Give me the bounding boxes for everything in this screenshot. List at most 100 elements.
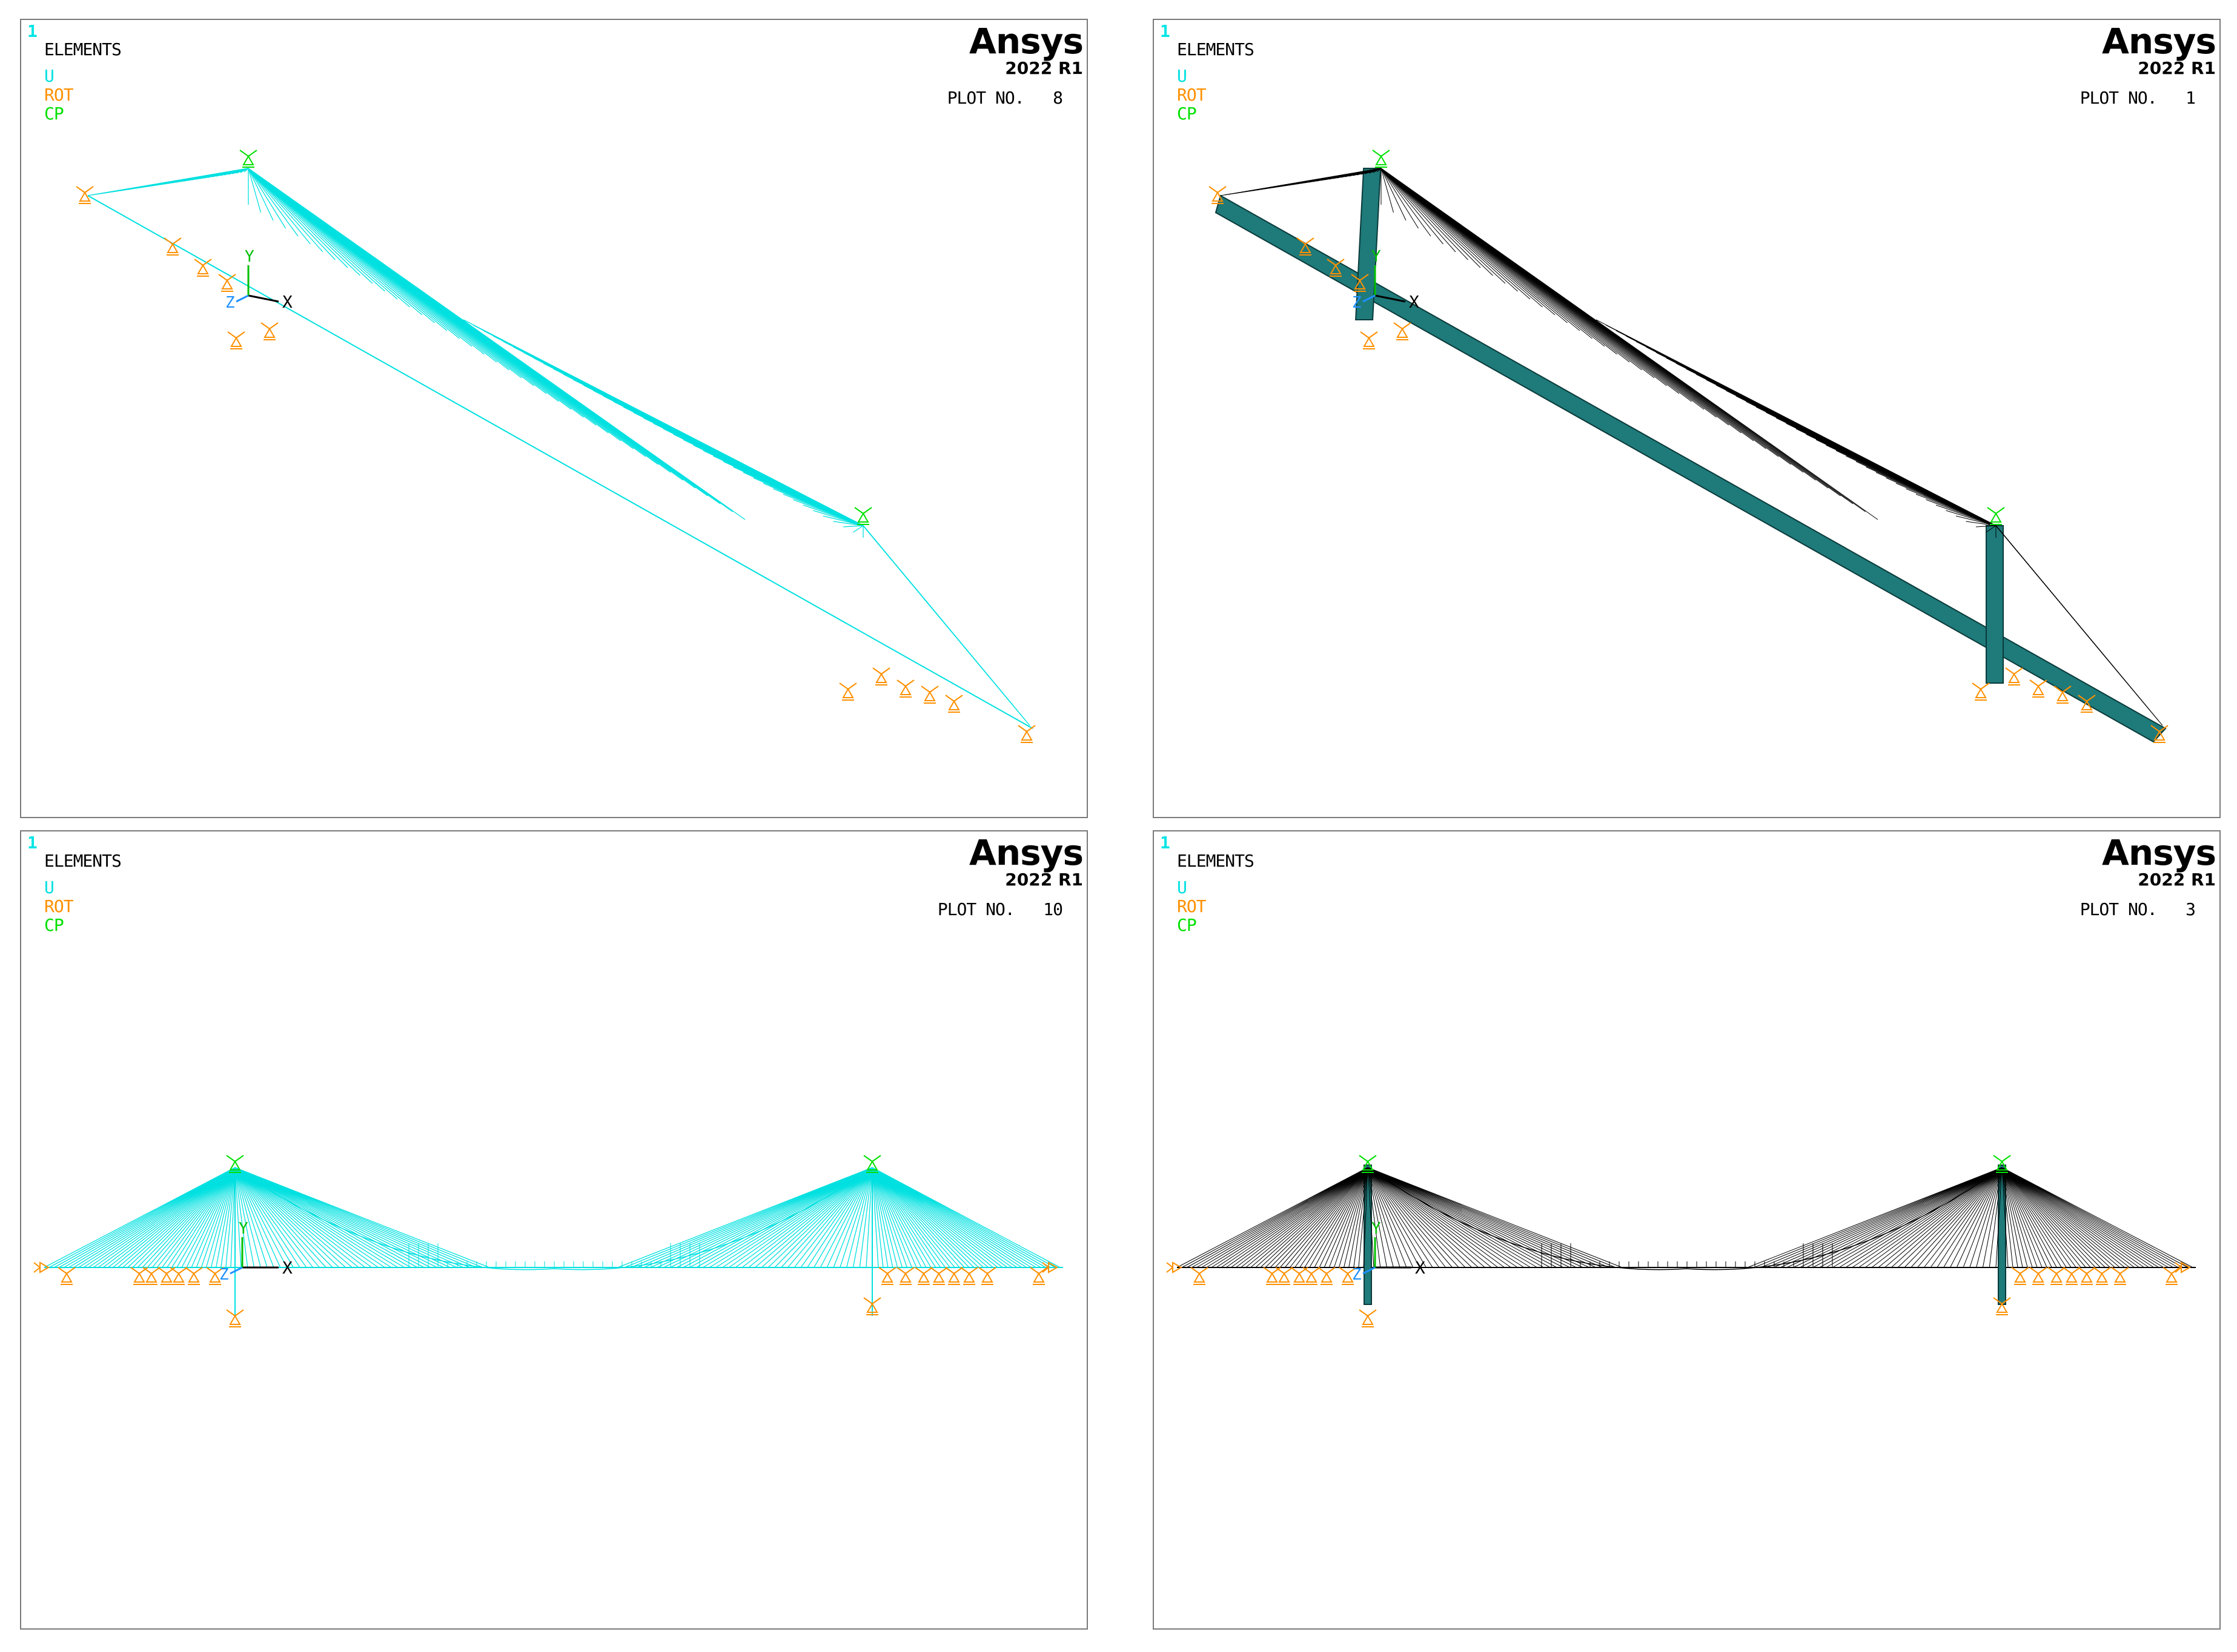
rotation-constraint-icon [1042,1261,1059,1274]
support-constraint-icon [915,1267,933,1285]
bridge-model-view[interactable]: X Y Z [1154,20,2219,817]
support-constraint-icon [896,679,915,698]
support-constraint-icon [1339,1267,1357,1285]
support-constraint-icon [58,1267,76,1285]
window-number: 1 [1160,833,1170,853]
support-constraint-icon [2150,725,2169,743]
support-constraint-icon [2029,679,2047,698]
plot-number: 8 [1053,88,1063,108]
plot-label: PLOT NO. [2080,899,2158,919]
plot-label: PLOT NO. [937,899,1015,919]
legend-rot: ROT [1177,896,1207,916]
ansys-logo: Ansys 2022 R1 [2102,24,2216,78]
support-constraint-icon [206,1267,224,1285]
bridge-model-view[interactable]: X Y Z [21,20,1087,817]
support-constraint-icon [194,259,212,277]
bridge-model [1166,1155,2196,1327]
legend-u: U [44,877,55,897]
stay-cables [87,168,1030,726]
triad-z-axis [230,1266,243,1275]
support-constraint-icon [1296,237,1314,256]
coordinate-triad: X Y Z [1352,248,1419,312]
support-constraint-icon [1327,259,1345,277]
graphics-window-plot-10[interactable]: 1 ELEMENTS U ROT CP Ansys 2022 R1 PLOT N… [20,830,1088,1630]
entity-label: ELEMENTS [1177,851,1254,871]
entity-label: ELEMENTS [1177,39,1254,59]
ansys-logo-word: Ansys [969,21,1084,62]
bridge-model-view[interactable]: X Y Z [1154,831,2219,1628]
support-constraint-icon [978,1267,996,1285]
triad-x-axis [248,294,279,303]
support-constraint-icon [2111,1267,2129,1285]
support-constraint-icon [1275,1267,1293,1285]
support-constraint-icon [1290,1267,1308,1285]
main-cable-curve [234,1167,873,1270]
support-constraint-icon [2063,1267,2081,1285]
support-constraint-icon [1030,1267,1048,1285]
support-constraint-icon [930,1267,948,1285]
support-constraint-icon [226,1155,244,1173]
ansys-logo: Ansys 2022 R1 [969,21,1084,78]
supports [1208,150,2169,743]
triad-z-axis [1362,294,1376,303]
graphics-window-plot-1[interactable]: 1 ELEMENTS U ROT CP Ansys 2022 R1 PLOT N… [1153,19,2221,818]
support-constraint-icon [1993,1297,2011,1315]
support-constraint-icon [170,1267,188,1285]
support-constraint-icon [863,1297,881,1315]
bridge-model-view[interactable]: X Y Z [21,831,1087,1628]
triad-x-label: X [1415,1258,1425,1278]
supports [76,150,1036,743]
support-constraint-icon [2093,1267,2111,1285]
legend-rot: ROT [1177,85,1207,105]
plot-number: 1 [2186,88,2196,108]
release-label: 2022 R1 [2138,58,2216,78]
graphics-window-plot-3[interactable]: 1 ELEMENTS U ROT CP Ansys 2022 R1 PLOT N… [1153,830,2221,1630]
triad-z-label: Z [1352,1266,1362,1284]
support-constraint-icon [260,322,279,340]
bridge-model [76,150,1036,743]
support-constraint-icon [1372,150,1390,168]
stay-cables [1220,168,2163,726]
support-constraint-icon [2029,1267,2047,1285]
support-constraint-icon [164,237,182,256]
support-constraint-icon [1190,1267,1208,1285]
support-constraint-icon [1018,725,1036,743]
triad-z-label: Z [1352,294,1362,312]
support-constraint-icon [2047,1267,2066,1285]
triad-x-label: X [282,1258,293,1278]
support-constraint-icon [1317,1267,1336,1285]
triad-y-label: Y [239,1220,248,1238]
rotation-constraint-icon [2175,1261,2192,1274]
plot-number-label: PLOT NO. 10 [937,899,1063,919]
triad-y-label: Y [245,248,254,266]
support-constraint-icon [945,695,963,713]
support-constraint-icon [1359,1155,1377,1173]
support-constraint-icon [1987,507,2005,525]
entity-label: ELEMENTS [44,851,122,871]
support-constraint-icon [1360,331,1378,349]
triad-x-label: X [1409,292,1419,312]
support-constraint-icon [839,682,857,701]
support-constraint-icon [872,667,890,686]
triad-y-label: Y [1371,248,1381,266]
stay-cables [1176,1167,2193,1268]
support-constraint-icon [2011,1267,2029,1285]
legend-cp: CP [44,915,64,935]
coordinate-triad: X Y Z [219,1220,293,1284]
support-constraint-icon [2078,1267,2096,1285]
graphics-window-plot-8[interactable]: 1 ELEMENTS U ROT CP Ansys 2022 R1 PLOT N… [20,19,1088,818]
legend-u: U [1177,877,1187,897]
ansys-logo-word: Ansys [969,832,1084,873]
ansys-logo: Ansys 2022 R1 [969,832,1084,890]
legend-u: U [44,66,55,86]
supports [33,1155,1059,1327]
ansys-logo-word: Ansys [2101,832,2216,873]
support-constraint-icon [142,1267,161,1285]
support-constraint-icon [1972,682,1990,701]
support-constraint-icon [1993,1155,2011,1173]
window-number: 1 [27,21,38,41]
coordinate-triad: X Y Z [225,248,293,312]
release-label: 2022 R1 [2138,870,2216,890]
triad-x-label: X [282,292,293,312]
bridge-model [33,1155,1063,1327]
